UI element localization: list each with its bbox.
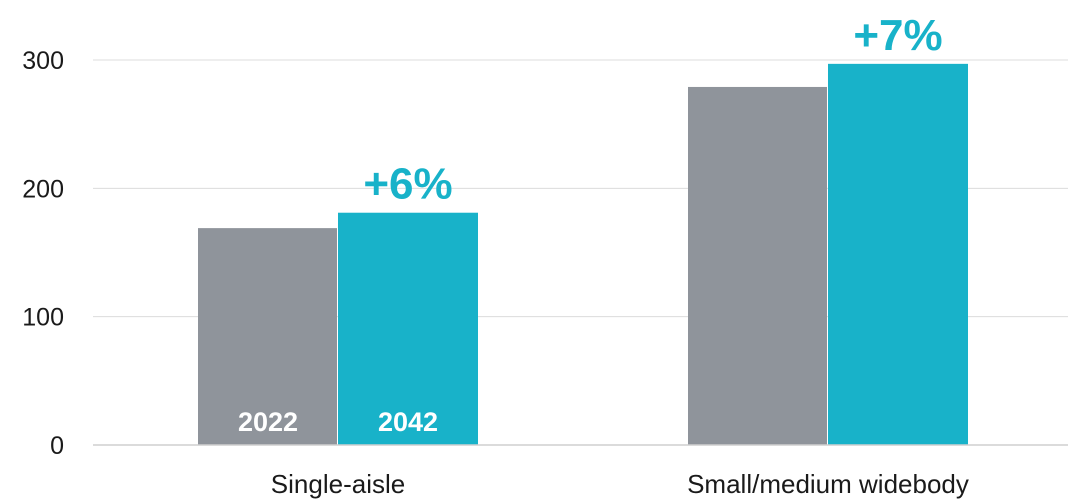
y-axis-ticks: 0 100 200 300 (22, 47, 64, 460)
bar-2042-0 (338, 212, 478, 445)
growth-label-0: +6% (363, 160, 452, 209)
bar-2022-1 (688, 86, 827, 445)
series-label-2022: 2022 (238, 407, 298, 437)
y-tick-label: 200 (22, 175, 64, 203)
bar-2042-1 (828, 63, 968, 445)
bar-2022-0 (198, 228, 337, 445)
y-tick-label: 100 (22, 304, 64, 332)
x-axis-categories: Single-aisle Small/medium widebody (271, 469, 969, 499)
y-tick-label: 300 (22, 47, 64, 75)
category-label: Single-aisle (271, 469, 405, 499)
bar-labels: 2022 2042 +6% +7% (238, 11, 943, 437)
growth-label-1: +7% (853, 11, 942, 60)
category-label: Small/medium widebody (687, 469, 969, 499)
y-tick-label: 0 (50, 432, 64, 460)
series-label-2042: 2042 (378, 407, 438, 437)
bars (198, 63, 968, 445)
